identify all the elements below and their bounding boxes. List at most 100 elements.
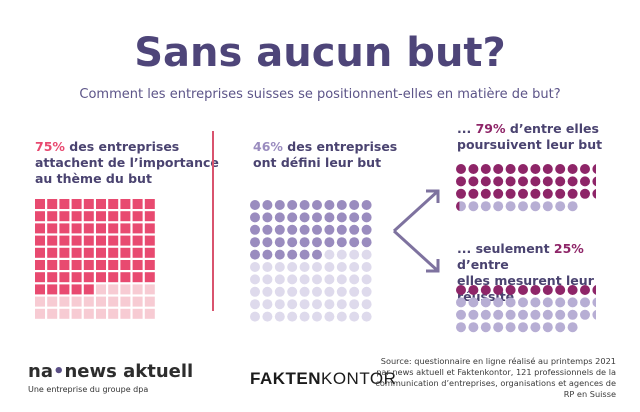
waffle-measure-dot bbox=[580, 309, 590, 320]
waffle-pursue-dot bbox=[468, 188, 479, 199]
waffle-importance-square bbox=[132, 211, 143, 222]
waffle-importance-square bbox=[83, 199, 94, 209]
waffle-pursue-dot bbox=[580, 164, 590, 174]
waffle-importance-square bbox=[83, 211, 94, 222]
waffle-pursue-dot bbox=[530, 201, 541, 212]
waffle-defined-dot bbox=[349, 212, 360, 223]
waffle-importance-square bbox=[59, 296, 70, 307]
waffle-measure-dot bbox=[542, 322, 553, 333]
waffle-importance-square bbox=[120, 308, 131, 319]
waffle-measure-dot bbox=[518, 322, 528, 333]
split-arrows bbox=[392, 189, 440, 273]
stat-pursue-prefix: ... bbox=[457, 121, 476, 136]
faktenkontor-logo: FAKTENKONTOR bbox=[250, 369, 396, 389]
waffle-importance-square bbox=[108, 296, 119, 307]
waffle-importance-square bbox=[35, 247, 45, 258]
waffle-defined-dot bbox=[324, 311, 335, 322]
waffle-defined-dot bbox=[336, 249, 347, 260]
waffle-importance-square bbox=[47, 272, 58, 283]
waffle-importance-square bbox=[144, 247, 155, 258]
waffle-defined-dot bbox=[287, 237, 298, 248]
news-aktuell-logo: na•news aktuell bbox=[28, 361, 193, 382]
waffle-importance-square bbox=[59, 272, 70, 283]
waffle-measure-dot bbox=[468, 297, 479, 308]
waffle-defined-dot bbox=[336, 212, 347, 223]
waffle-defined-dot bbox=[336, 200, 347, 210]
waffle-pursue-dot bbox=[493, 164, 504, 174]
waffle-measure-dot bbox=[456, 322, 466, 333]
waffle-pursue-dot bbox=[480, 176, 491, 187]
waffle-pursue-dot bbox=[580, 176, 590, 187]
waffle-defined-dot bbox=[312, 299, 322, 310]
waffle-defined-dot bbox=[250, 311, 260, 322]
waffle-importance bbox=[35, 199, 155, 319]
waffle-defined-dot bbox=[274, 249, 285, 260]
waffle-defined-dot bbox=[287, 286, 298, 297]
waffle-defined-dot bbox=[336, 311, 347, 322]
waffle-measure-dot bbox=[567, 322, 578, 333]
waffle-importance-square bbox=[59, 223, 70, 234]
waffle-importance-square bbox=[96, 247, 106, 258]
waffle-importance-square bbox=[96, 296, 106, 307]
waffle-defined-dot bbox=[312, 286, 322, 297]
waffle-measure-dot bbox=[542, 285, 553, 295]
waffle-pursue-dot bbox=[493, 188, 504, 199]
waffle-importance-square bbox=[83, 284, 94, 295]
waffle-measure-dot bbox=[518, 297, 528, 308]
waffle-defined-dot bbox=[361, 311, 372, 322]
waffle-defined-dot bbox=[324, 299, 335, 310]
arrow-up-head bbox=[426, 189, 440, 203]
waffle-defined-dot bbox=[299, 274, 310, 285]
waffle-pursue-dot bbox=[567, 176, 578, 187]
waffle-importance-square bbox=[108, 199, 119, 209]
waffle-defined-dot bbox=[250, 299, 260, 310]
waffle-importance-square bbox=[144, 260, 155, 270]
waffle-defined-dot bbox=[287, 311, 298, 322]
waffle-measure-dot bbox=[493, 309, 504, 320]
waffle-importance-square bbox=[59, 199, 70, 209]
waffle-defined-dot bbox=[274, 274, 285, 285]
stat-measure-prefix: ... seulement bbox=[457, 241, 554, 256]
waffle-defined-dot bbox=[324, 249, 335, 260]
waffle-importance-square bbox=[35, 296, 45, 307]
waffle-defined-dot bbox=[299, 249, 310, 260]
waffle-measure-dot bbox=[555, 309, 566, 320]
waffle-defined-dot bbox=[262, 274, 273, 285]
waffle-defined-dot bbox=[336, 274, 347, 285]
waffle-measure-dot bbox=[530, 322, 541, 333]
waffle-defined-dot bbox=[262, 262, 273, 272]
waffle-measure-dot bbox=[592, 310, 596, 320]
waffle-importance-square bbox=[83, 296, 94, 307]
waffle-defined-dot bbox=[274, 299, 285, 310]
waffle-defined-dot bbox=[349, 200, 360, 210]
waffle-importance-square bbox=[96, 260, 106, 270]
waffle-importance-square bbox=[144, 211, 155, 222]
waffle-defined-dot bbox=[361, 224, 372, 235]
waffle-pursue-dot bbox=[555, 176, 566, 187]
waffle-measure-dot bbox=[480, 285, 491, 295]
waffle-importance-square bbox=[132, 308, 143, 319]
waffle-measure-dot bbox=[468, 285, 479, 295]
waffle-defined-dot bbox=[274, 212, 285, 223]
stat-defined: 46% des entreprises ont défini leur but bbox=[253, 139, 433, 171]
waffle-measure-dot bbox=[542, 297, 553, 308]
waffle-pursue-dot bbox=[518, 176, 528, 187]
stat-importance: 75% des entreprises attachent de l’impor… bbox=[35, 139, 225, 187]
waffle-importance-square bbox=[120, 199, 131, 209]
waffle-defined-dot bbox=[287, 299, 298, 310]
waffle-defined-dot bbox=[312, 224, 322, 235]
waffle-importance-square bbox=[71, 284, 82, 295]
waffle-measure-dot bbox=[555, 285, 566, 295]
waffle-importance-square bbox=[47, 308, 58, 319]
waffle-importance-square bbox=[59, 284, 70, 295]
waffle-pursue-dot bbox=[456, 164, 466, 174]
waffle-defined-dot bbox=[324, 200, 335, 210]
waffle-defined-dot bbox=[250, 262, 260, 272]
waffle-importance-square bbox=[96, 211, 106, 222]
waffle-importance-square bbox=[59, 211, 70, 222]
waffle-defined-dot bbox=[349, 311, 360, 322]
waffle-pursue-dot bbox=[567, 188, 578, 199]
waffle-pursue-dot bbox=[456, 201, 466, 212]
waffle-pursue-dot bbox=[468, 176, 479, 187]
waffle-defined-dot bbox=[250, 200, 260, 210]
